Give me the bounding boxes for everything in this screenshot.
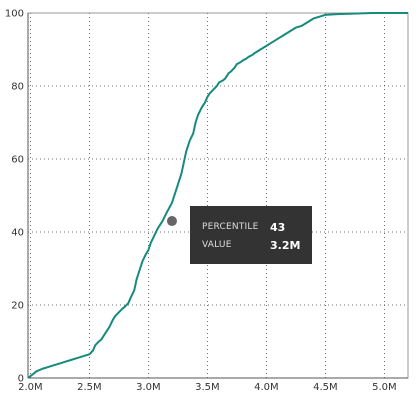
grid-lines — [28, 13, 408, 378]
tooltip-percentile-label: PERCENTILE — [202, 222, 259, 232]
x-tick-label: 3.5M — [195, 382, 220, 393]
y-tick-label: 40 — [11, 228, 24, 239]
tooltip: PERCENTILE 43 VALUE 3.2M — [190, 206, 312, 264]
y-tick-label: 80 — [11, 82, 24, 93]
tooltip-value-row: VALUE 3.2M — [202, 236, 312, 254]
x-tick-label: 3.0M — [136, 382, 161, 393]
tooltip-percentile-row: PERCENTILE 43 — [202, 218, 312, 236]
y-tick-label: 100 — [5, 9, 24, 20]
x-tick-label: 2.5M — [77, 382, 102, 393]
highlight-point[interactable] — [166, 216, 177, 227]
x-tick-label: 5.0M — [372, 382, 397, 393]
y-tick-label: 0 — [18, 374, 24, 385]
plot-frame — [27, 12, 409, 379]
x-tick-label: 4.5M — [313, 382, 338, 393]
tooltip-value-value: 3.2M — [270, 238, 301, 252]
y-axis-ticks: 0 20 40 60 80 100 — [5, 9, 24, 385]
y-tick-label: 20 — [11, 301, 24, 312]
tooltip-value-label: VALUE — [202, 240, 232, 250]
x-tick-label: 4.0M — [254, 382, 279, 393]
x-tick-label: 2.0M — [18, 382, 43, 393]
tooltip-percentile-value: 43 — [270, 220, 286, 234]
y-tick-label: 60 — [11, 155, 24, 166]
x-axis-ticks: 2.0M 2.5M 3.0M 3.5M 4.0M 4.5M 5.0M — [18, 382, 397, 393]
series-line — [27, 12, 408, 379]
